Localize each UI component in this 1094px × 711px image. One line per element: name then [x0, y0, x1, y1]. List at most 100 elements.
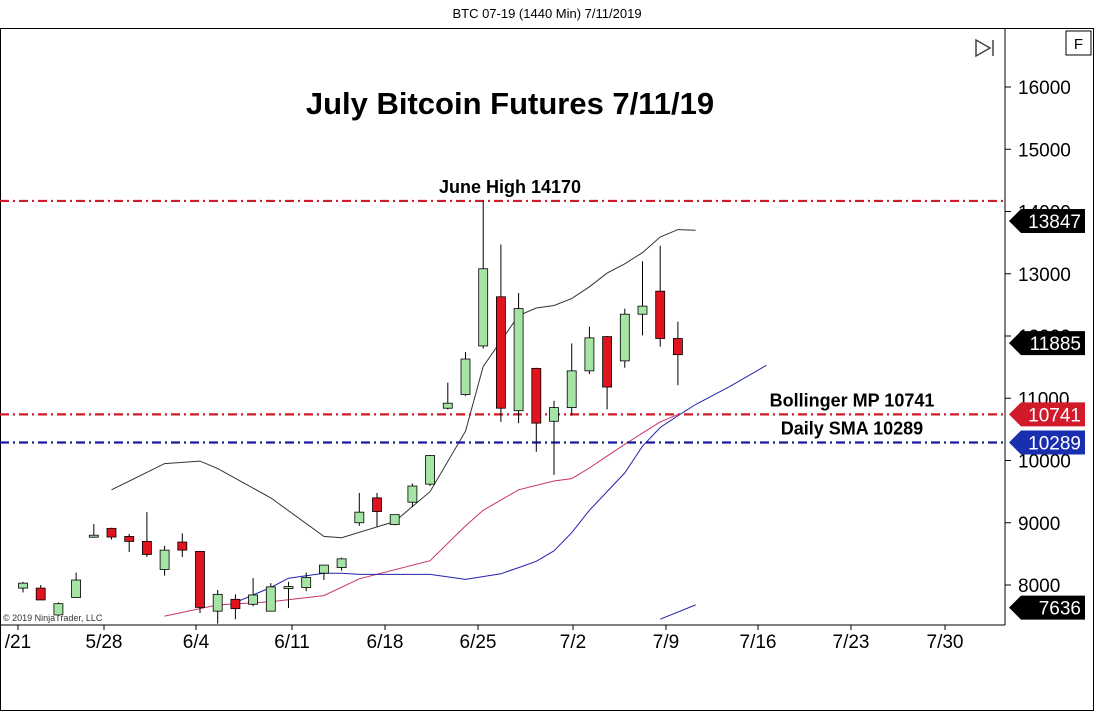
chart-frame	[0, 28, 1094, 711]
candle	[141, 512, 152, 557]
candle-body	[88, 534, 99, 538]
candle	[195, 550, 205, 614]
panel-menu-label: F	[1074, 36, 1083, 53]
reference-line-label: Daily SMA 10289	[781, 419, 923, 439]
price-tag-background	[1009, 209, 1085, 234]
x-tick-label: 6/4	[183, 632, 210, 653]
chart-window-title: BTC 07-19 (1440 Min) 7/11/2019	[452, 6, 642, 21]
scroll-to-end-button[interactable]	[968, 34, 998, 60]
price-tags-layer: 13847 11885 10741 10289 7636	[1009, 209, 1085, 620]
price-tag: 7636	[1009, 595, 1085, 620]
candle	[673, 321, 683, 386]
candle-body	[513, 308, 524, 412]
candle	[283, 581, 294, 609]
candle	[513, 293, 524, 424]
candle	[655, 245, 666, 347]
candle-body	[407, 485, 418, 503]
candle	[566, 343, 577, 416]
candle	[18, 581, 28, 593]
panel-menu-button[interactable]: F	[1065, 30, 1092, 56]
candle	[354, 492, 365, 526]
candle-body	[124, 536, 135, 542]
candle-body	[106, 527, 117, 538]
x-tick-label: 7/9	[653, 632, 679, 653]
candle-body	[230, 598, 241, 610]
price-tag: 10741	[1009, 402, 1085, 427]
horizontal-lines-layer: June High 14170 Bollinger MP 10741 Daily S…	[0, 177, 1005, 444]
candle-body	[248, 594, 259, 605]
candle	[407, 483, 418, 508]
y-tick-label: 15000	[1018, 140, 1071, 161]
price-tag-label: 10741	[1028, 405, 1081, 426]
candle	[71, 572, 81, 598]
candle-body	[655, 290, 666, 339]
candles-layer	[18, 200, 683, 624]
candle	[177, 533, 188, 557]
price-tag-label: 10289	[1028, 434, 1081, 455]
price-tag-background	[1009, 595, 1085, 620]
candle-body	[354, 511, 365, 524]
series-line-1	[164, 413, 679, 617]
candle	[425, 454, 436, 487]
candle	[265, 583, 276, 612]
price-tag-label: 11885	[1030, 334, 1081, 355]
candle-body	[301, 577, 312, 588]
candle-body	[35, 587, 46, 601]
candle-body	[549, 407, 559, 422]
candle	[495, 244, 506, 422]
x-tick-label: 7/30	[927, 632, 964, 653]
candle	[88, 523, 99, 538]
play-icon	[975, 38, 992, 58]
candle	[35, 585, 46, 601]
candle	[124, 533, 135, 553]
copyright-notice: © 2019 NinjaTrader, LLC	[3, 613, 103, 623]
series-line-2	[235, 364, 767, 603]
candle	[619, 308, 630, 368]
x-tick-label: 7/16	[740, 632, 777, 653]
candle-body	[584, 337, 595, 372]
candle-body	[637, 305, 648, 315]
candle-body	[159, 549, 170, 570]
candle	[336, 557, 347, 571]
candle	[602, 336, 612, 410]
price-tag: 10289	[1009, 430, 1085, 455]
y-tick-label: 9000	[1018, 514, 1060, 535]
candle-body	[18, 582, 28, 589]
candle	[159, 545, 170, 576]
candle	[301, 572, 312, 592]
y-tick-label: 10000	[1018, 452, 1071, 473]
candle-body	[318, 564, 329, 574]
candle-body	[495, 296, 506, 409]
candle	[584, 326, 595, 374]
price-tag-label: 13847	[1028, 212, 1081, 233]
reference-line-label: June High 14170	[439, 177, 581, 197]
price-tag: 11885	[1009, 331, 1085, 356]
candle-body	[212, 593, 223, 612]
candle-body	[141, 541, 152, 555]
candle-body	[673, 338, 683, 356]
candle-body	[619, 313, 630, 362]
candle	[230, 594, 241, 620]
x-tick-label: 7/23	[833, 632, 870, 653]
candle-body	[53, 603, 64, 616]
candle-body	[389, 514, 400, 526]
y-tick-label: 16000	[1018, 78, 1071, 99]
candle	[460, 352, 471, 396]
candle	[637, 261, 648, 336]
x-tick-label: /21	[5, 632, 31, 653]
candle	[531, 367, 542, 452]
candle-body	[283, 586, 294, 589]
candle	[318, 564, 329, 581]
candle-body	[566, 370, 577, 408]
x-tick-label: 7/2	[560, 632, 586, 653]
candle-body	[336, 558, 347, 568]
candle	[212, 589, 223, 624]
candle	[106, 527, 117, 540]
candle	[478, 200, 489, 349]
y-tick-label: 13000	[1018, 265, 1071, 286]
candle-body	[372, 497, 382, 512]
candle-body	[478, 268, 489, 347]
chart-title: July Bitcoin Futures 7/11/19	[306, 86, 714, 121]
price-tag-background	[1009, 402, 1085, 427]
